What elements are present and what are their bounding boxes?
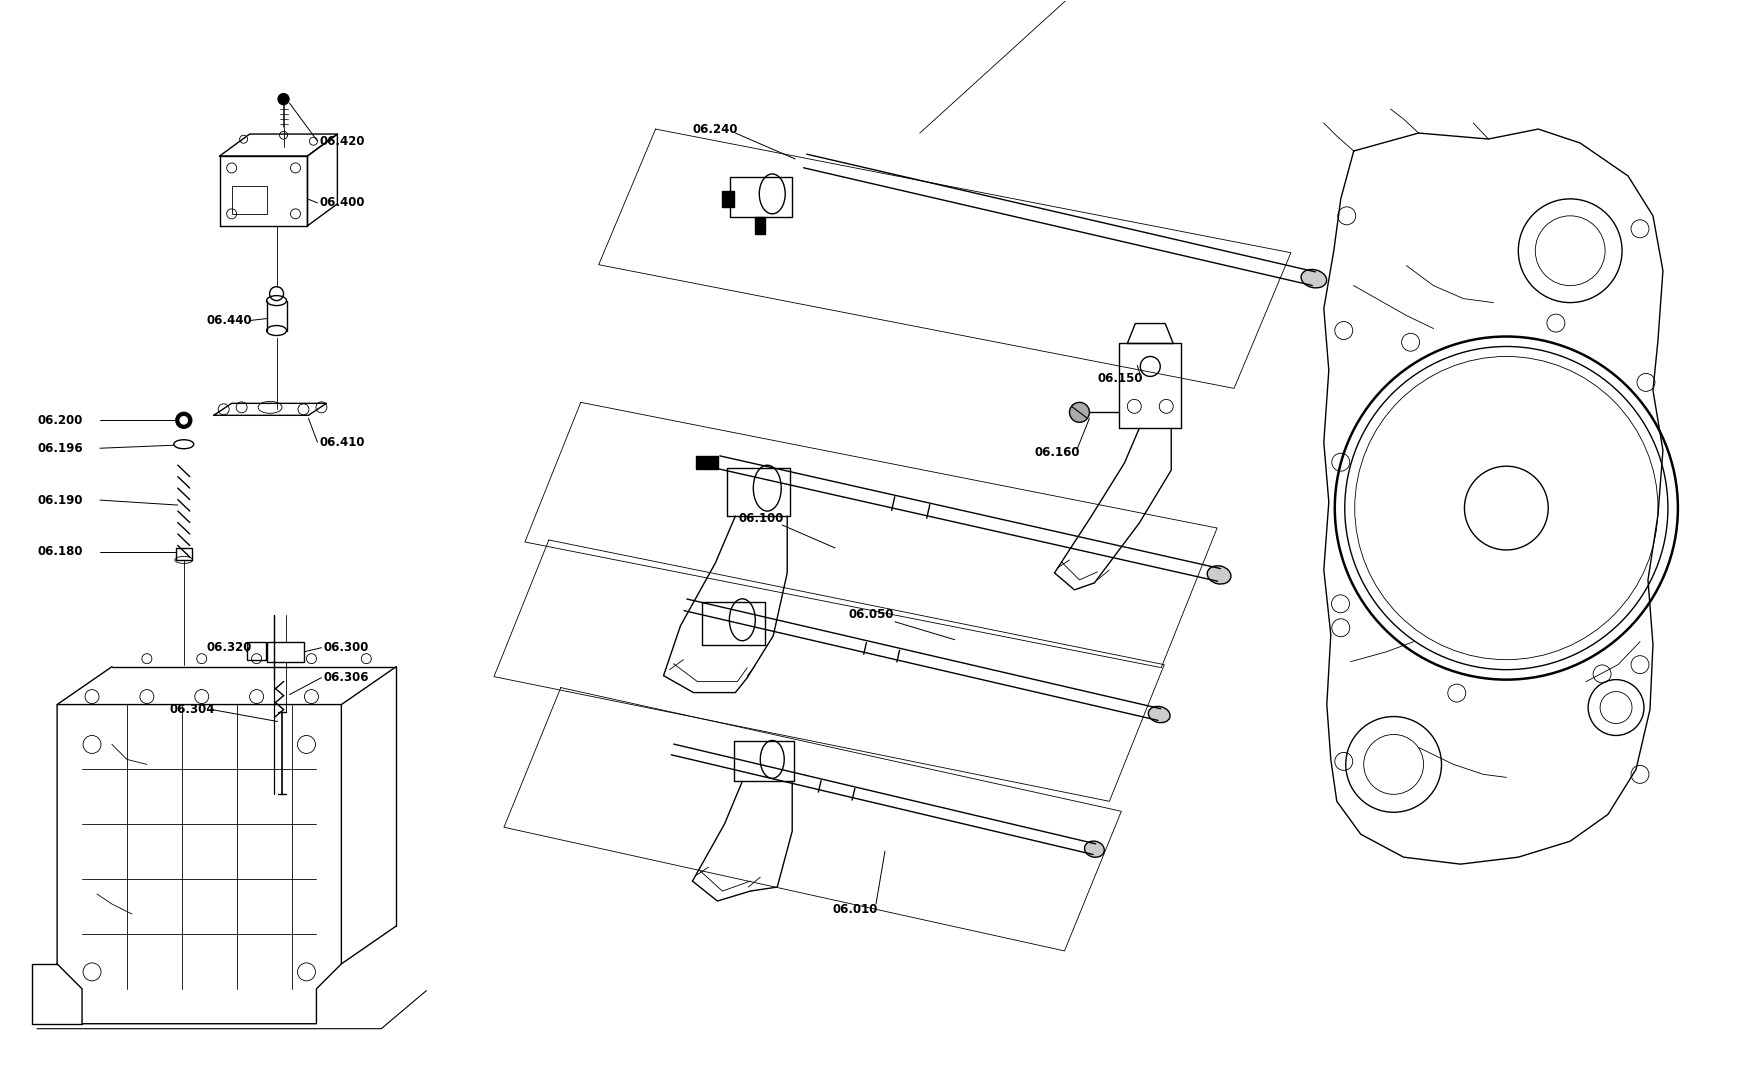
Text: 06.100: 06.100 [737, 511, 783, 524]
Text: 06.440: 06.440 [207, 315, 252, 327]
Text: 06.410: 06.410 [320, 435, 365, 448]
Text: 06.304: 06.304 [170, 703, 216, 716]
Polygon shape [755, 217, 765, 233]
Bar [266, 642, 304, 661]
Text: 06.306: 06.306 [323, 671, 369, 684]
Polygon shape [176, 548, 191, 560]
Circle shape [179, 416, 188, 425]
Ellipse shape [1301, 270, 1325, 288]
Polygon shape [722, 190, 734, 207]
Polygon shape [696, 456, 718, 469]
Circle shape [176, 412, 191, 428]
Text: 06.190: 06.190 [37, 493, 83, 506]
Text: 06.160: 06.160 [1035, 446, 1080, 459]
Bar [231, 186, 266, 214]
Circle shape [278, 94, 289, 105]
Text: 06.200: 06.200 [37, 414, 82, 427]
Text: 06.010: 06.010 [831, 902, 876, 916]
Text: 06.420: 06.420 [320, 135, 365, 148]
Ellipse shape [1083, 841, 1104, 857]
Text: 06.300: 06.300 [323, 641, 369, 654]
Ellipse shape [1207, 566, 1229, 584]
Text: 06.050: 06.050 [847, 608, 894, 622]
Text: 06.400: 06.400 [320, 197, 365, 210]
Text: 06.150: 06.150 [1097, 372, 1143, 385]
Text: 06.180: 06.180 [37, 546, 83, 559]
Text: 06.320: 06.320 [207, 641, 252, 654]
Circle shape [1069, 402, 1089, 423]
Text: 06.240: 06.240 [692, 123, 737, 136]
Text: 06.196: 06.196 [37, 442, 83, 455]
Ellipse shape [1148, 706, 1169, 722]
Polygon shape [247, 642, 266, 660]
